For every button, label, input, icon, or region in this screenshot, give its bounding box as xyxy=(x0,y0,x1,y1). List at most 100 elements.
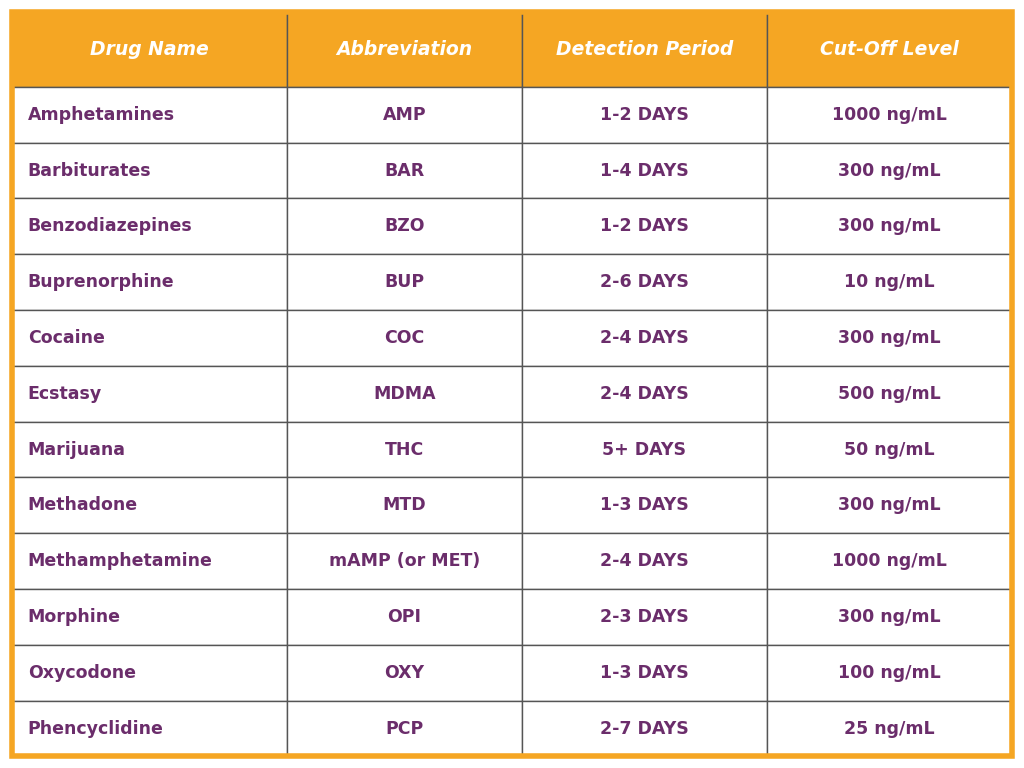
Text: Buprenorphine: Buprenorphine xyxy=(28,273,174,291)
Bar xyxy=(767,700,1012,756)
Text: Marijuana: Marijuana xyxy=(28,441,126,458)
Text: 300 ng/mL: 300 ng/mL xyxy=(838,496,941,515)
Bar xyxy=(287,478,522,533)
Bar xyxy=(767,478,1012,533)
Text: 1-2 DAYS: 1-2 DAYS xyxy=(600,217,689,235)
Bar xyxy=(287,366,522,422)
Text: 2-4 DAYS: 2-4 DAYS xyxy=(600,552,689,570)
Bar xyxy=(767,366,1012,422)
Bar xyxy=(12,198,287,254)
Text: MDMA: MDMA xyxy=(374,385,436,402)
Text: Amphetamines: Amphetamines xyxy=(28,106,175,124)
Text: 100 ng/mL: 100 ng/mL xyxy=(838,664,941,682)
Bar xyxy=(12,533,287,589)
Text: OPI: OPI xyxy=(387,608,422,626)
Bar xyxy=(12,422,287,478)
Bar xyxy=(522,87,767,143)
Text: 5+ DAYS: 5+ DAYS xyxy=(602,441,686,458)
Text: 10 ng/mL: 10 ng/mL xyxy=(844,273,935,291)
Bar xyxy=(12,366,287,422)
Bar xyxy=(522,366,767,422)
Text: Methadone: Methadone xyxy=(28,496,138,515)
Bar xyxy=(12,310,287,366)
Bar xyxy=(12,254,287,310)
Text: Barbiturates: Barbiturates xyxy=(28,161,152,180)
Bar xyxy=(287,143,522,198)
Text: OXY: OXY xyxy=(385,664,425,682)
Text: 300 ng/mL: 300 ng/mL xyxy=(838,329,941,347)
Text: Drug Name: Drug Name xyxy=(90,40,209,58)
Text: BAR: BAR xyxy=(384,161,425,180)
Text: Ecstasy: Ecstasy xyxy=(28,385,102,402)
Text: BZO: BZO xyxy=(384,217,425,235)
Text: Detection Period: Detection Period xyxy=(556,40,733,58)
Text: 1000 ng/mL: 1000 ng/mL xyxy=(831,106,947,124)
Text: Abbreviation: Abbreviation xyxy=(337,40,473,58)
Bar xyxy=(767,143,1012,198)
Bar xyxy=(522,533,767,589)
Text: Benzodiazepines: Benzodiazepines xyxy=(28,217,193,235)
Text: mAMP (or MET): mAMP (or MET) xyxy=(329,552,480,570)
Bar xyxy=(767,254,1012,310)
Text: Phencyclidine: Phencyclidine xyxy=(28,720,164,737)
Bar xyxy=(522,645,767,700)
Text: 2-7 DAYS: 2-7 DAYS xyxy=(600,720,689,737)
Text: 50 ng/mL: 50 ng/mL xyxy=(844,441,935,458)
Bar xyxy=(287,12,522,87)
Text: BUP: BUP xyxy=(384,273,425,291)
Bar xyxy=(767,422,1012,478)
Text: Oxycodone: Oxycodone xyxy=(28,664,135,682)
Bar xyxy=(522,700,767,756)
Bar xyxy=(287,198,522,254)
Bar xyxy=(287,645,522,700)
Text: Cocaine: Cocaine xyxy=(28,329,104,347)
Bar xyxy=(767,645,1012,700)
Text: Morphine: Morphine xyxy=(28,608,121,626)
Bar xyxy=(767,310,1012,366)
Bar xyxy=(12,478,287,533)
Bar xyxy=(767,12,1012,87)
Bar xyxy=(12,645,287,700)
Text: PCP: PCP xyxy=(385,720,424,737)
Bar xyxy=(287,422,522,478)
Text: 1-4 DAYS: 1-4 DAYS xyxy=(600,161,689,180)
Text: MTD: MTD xyxy=(383,496,426,515)
Bar xyxy=(767,533,1012,589)
Text: 300 ng/mL: 300 ng/mL xyxy=(838,608,941,626)
Bar xyxy=(522,12,767,87)
Text: 1-3 DAYS: 1-3 DAYS xyxy=(600,496,689,515)
Text: 2-4 DAYS: 2-4 DAYS xyxy=(600,385,689,402)
Bar xyxy=(767,87,1012,143)
Text: 300 ng/mL: 300 ng/mL xyxy=(838,161,941,180)
Text: 300 ng/mL: 300 ng/mL xyxy=(838,217,941,235)
Bar xyxy=(767,589,1012,645)
Bar xyxy=(522,589,767,645)
Bar xyxy=(12,12,287,87)
Bar xyxy=(12,143,287,198)
Bar xyxy=(287,700,522,756)
Text: 25 ng/mL: 25 ng/mL xyxy=(844,720,935,737)
Text: THC: THC xyxy=(385,441,424,458)
Text: AMP: AMP xyxy=(383,106,426,124)
Bar xyxy=(522,143,767,198)
Bar xyxy=(12,589,287,645)
Bar xyxy=(287,589,522,645)
Bar xyxy=(522,478,767,533)
Bar xyxy=(522,198,767,254)
Text: 2-6 DAYS: 2-6 DAYS xyxy=(600,273,689,291)
Bar xyxy=(287,533,522,589)
Text: 1-3 DAYS: 1-3 DAYS xyxy=(600,664,689,682)
Bar xyxy=(12,700,287,756)
Text: Cut-Off Level: Cut-Off Level xyxy=(820,40,958,58)
Bar xyxy=(522,310,767,366)
Bar xyxy=(287,254,522,310)
Bar xyxy=(12,87,287,143)
Text: Methamphetamine: Methamphetamine xyxy=(28,552,213,570)
Text: 500 ng/mL: 500 ng/mL xyxy=(838,385,941,402)
Text: 1-2 DAYS: 1-2 DAYS xyxy=(600,106,689,124)
Bar xyxy=(767,198,1012,254)
Text: 2-3 DAYS: 2-3 DAYS xyxy=(600,608,689,626)
Text: 1000 ng/mL: 1000 ng/mL xyxy=(831,552,947,570)
Bar xyxy=(287,310,522,366)
Text: COC: COC xyxy=(384,329,425,347)
